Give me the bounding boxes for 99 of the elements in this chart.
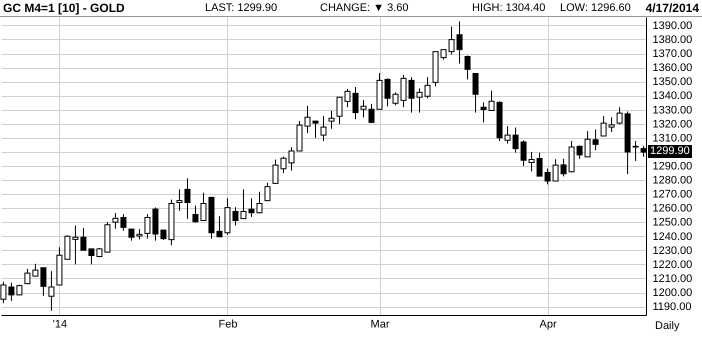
y-tick-label: 1320.00 (652, 118, 692, 130)
candlestick (216, 216, 222, 238)
y-tick-label: 1330.00 (652, 104, 692, 116)
candlestick (592, 128, 599, 151)
candlestick (264, 182, 270, 202)
y-tick-label: 1340.00 (652, 90, 692, 102)
y-tick-label: 1280.00 (652, 174, 692, 187)
y-tick-label: 1260.00 (652, 202, 692, 215)
candlestick (504, 126, 511, 144)
candlestick (136, 228, 142, 240)
candlestick (448, 26, 455, 56)
candlestick (424, 76, 431, 99)
y-tick-label: 1210.00 (652, 272, 692, 285)
candlestick (272, 159, 278, 184)
candlestick (160, 230, 166, 240)
candlestick (512, 126, 519, 154)
chart-title: GC M4=1 [10] - GOLD (3, 1, 125, 15)
candlestick (520, 140, 527, 167)
y-tick-label: 1350.00 (652, 76, 692, 88)
candlestick (248, 198, 254, 218)
x-tick-label: Apr (540, 318, 557, 330)
candlestick (552, 158, 559, 182)
candlestick (440, 49, 447, 60)
y-tick-label: 1240.00 (652, 230, 692, 243)
y-tick-label: 1190.00 (652, 301, 692, 314)
candlestick (288, 146, 294, 171)
candlestick (40, 267, 46, 296)
candlestick (128, 228, 134, 242)
candlestick (344, 88, 351, 108)
candlestick (72, 224, 78, 265)
y-tick-label: 1310.00 (652, 132, 692, 144)
candlestick (480, 102, 487, 123)
y-tick-label: 1200.00 (652, 287, 692, 300)
text: LOW: 1296.60 (560, 2, 631, 14)
candlestick (328, 110, 334, 130)
candlestick (616, 106, 623, 125)
candlestick (576, 144, 583, 160)
y-tick-label: 1270.00 (652, 188, 692, 201)
candlestick (120, 214, 126, 232)
candlestick (184, 178, 190, 220)
candlestick (384, 78, 391, 107)
candlestick (8, 282, 14, 302)
x-tick-label: Feb (218, 318, 238, 330)
candlestick (96, 247, 102, 258)
candlestick (560, 158, 567, 177)
candlestick (456, 21, 463, 64)
candlestick (544, 168, 551, 185)
candlestick (392, 92, 399, 106)
y-tick-label: 1390.00 (652, 20, 692, 32)
candlestick (24, 268, 30, 285)
x-tick-label: '14 (52, 318, 68, 330)
candlestick (16, 284, 22, 296)
candlestick (240, 188, 246, 220)
text: HIGH: 1304.40 (472, 2, 546, 14)
text: 1299.90 (648, 145, 692, 158)
candlestick (584, 130, 591, 158)
candlestick (472, 73, 479, 114)
candlestick (256, 191, 262, 214)
candlestick (200, 192, 206, 222)
candlestick (360, 99, 367, 118)
x-tick-label: Mar (370, 318, 390, 330)
candlestick (232, 206, 238, 226)
y-tick-label: 1290.00 (652, 160, 692, 172)
text: Daily (655, 320, 680, 332)
candlestick (368, 103, 375, 124)
candlestick (312, 120, 318, 139)
candlestick (280, 156, 286, 174)
candlestick (32, 263, 38, 277)
candlestick (632, 140, 639, 162)
candlestick (64, 234, 70, 260)
candlestick (144, 214, 150, 240)
y-tick-label: 1370.00 (652, 48, 692, 60)
candlestick (416, 88, 423, 114)
candlestick (464, 55, 471, 80)
candlestick (528, 151, 535, 172)
candlestick (176, 188, 182, 212)
candlestick (112, 212, 118, 230)
y-tick-label: 1250.00 (652, 216, 692, 229)
candlestick (488, 90, 495, 111)
candlestick (352, 86, 359, 120)
y-tick-label: 1380.00 (652, 34, 692, 46)
candlestick (192, 205, 198, 224)
candlestick (400, 74, 407, 108)
candlestick (48, 270, 54, 312)
candlestick (600, 116, 607, 137)
y-tick-label: 1230.00 (652, 244, 692, 257)
text: 4/17/2014 (646, 1, 699, 15)
y-tick-label: 1360.00 (652, 62, 692, 74)
candlestick (336, 96, 343, 125)
candlestick (304, 105, 310, 134)
text: CHANGE: ▼ 3.60 (320, 2, 409, 14)
y-tick-label: 1220.00 (652, 258, 692, 271)
text: LAST: 1299.90 (205, 2, 278, 14)
candlestick (608, 116, 615, 133)
candlestick (320, 116, 326, 142)
candlestick (88, 248, 94, 265)
candlestick (80, 227, 86, 251)
candlestick (408, 76, 415, 114)
candlestick (536, 152, 543, 177)
